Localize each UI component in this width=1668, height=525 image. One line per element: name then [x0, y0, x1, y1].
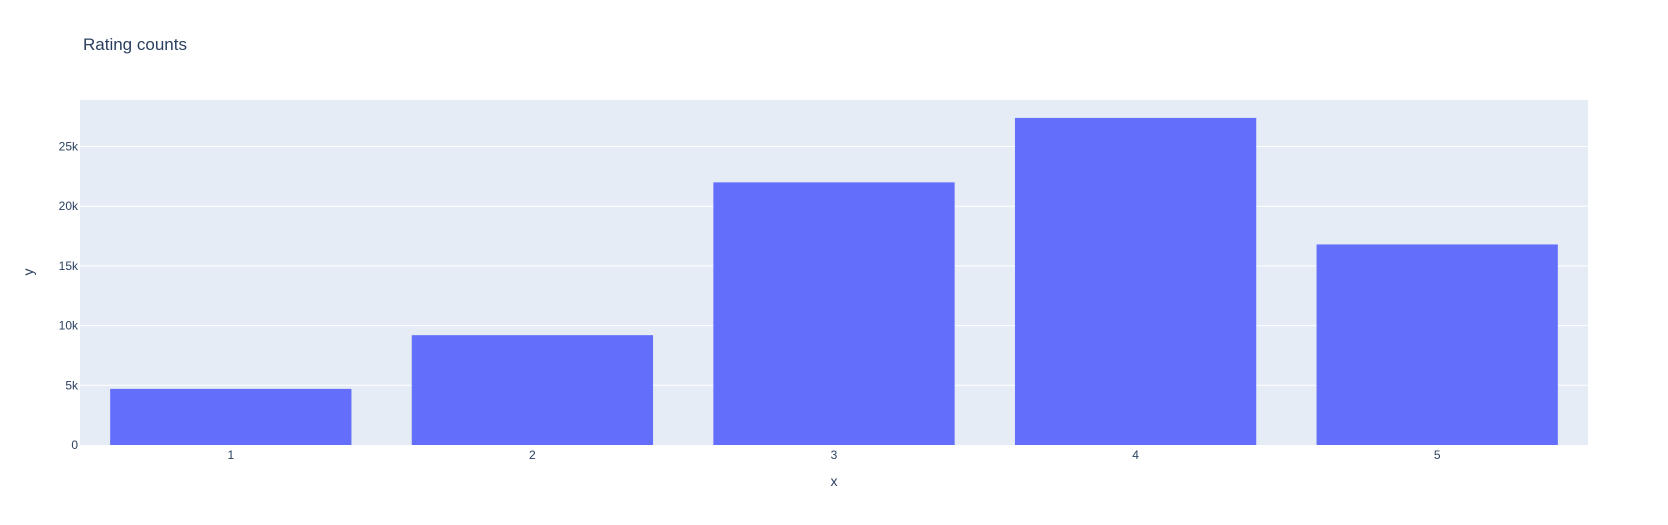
x-tick-label: 4 — [1132, 448, 1139, 462]
bars — [110, 117, 1558, 445]
x-tick-label: 2 — [529, 448, 536, 462]
x-axis-title: x — [831, 473, 838, 489]
y-tick-label: 25k — [59, 140, 79, 154]
bar-3[interactable] — [713, 182, 955, 445]
bar-4[interactable] — [1014, 117, 1257, 445]
y-tick-label: 5k — [65, 378, 79, 392]
x-tick-label: 5 — [1434, 448, 1441, 462]
bar-5[interactable] — [1316, 244, 1558, 445]
chart-title: Rating counts — [83, 35, 187, 54]
bar-2[interactable] — [411, 335, 654, 445]
y-axis-ticks: 0 5k 10k 15k 20k 25k — [59, 140, 79, 452]
y-tick-label: 20k — [59, 199, 79, 213]
x-tick-label: 1 — [227, 448, 234, 462]
y-tick-label: 10k — [59, 319, 79, 333]
x-tick-label: 3 — [831, 448, 838, 462]
bar-1[interactable] — [110, 388, 352, 445]
y-tick-label: 15k — [59, 259, 79, 273]
y-tick-label: 0 — [71, 438, 78, 452]
x-axis-ticks: 1 2 3 4 5 — [227, 448, 1440, 462]
y-axis-title: y — [20, 269, 36, 276]
